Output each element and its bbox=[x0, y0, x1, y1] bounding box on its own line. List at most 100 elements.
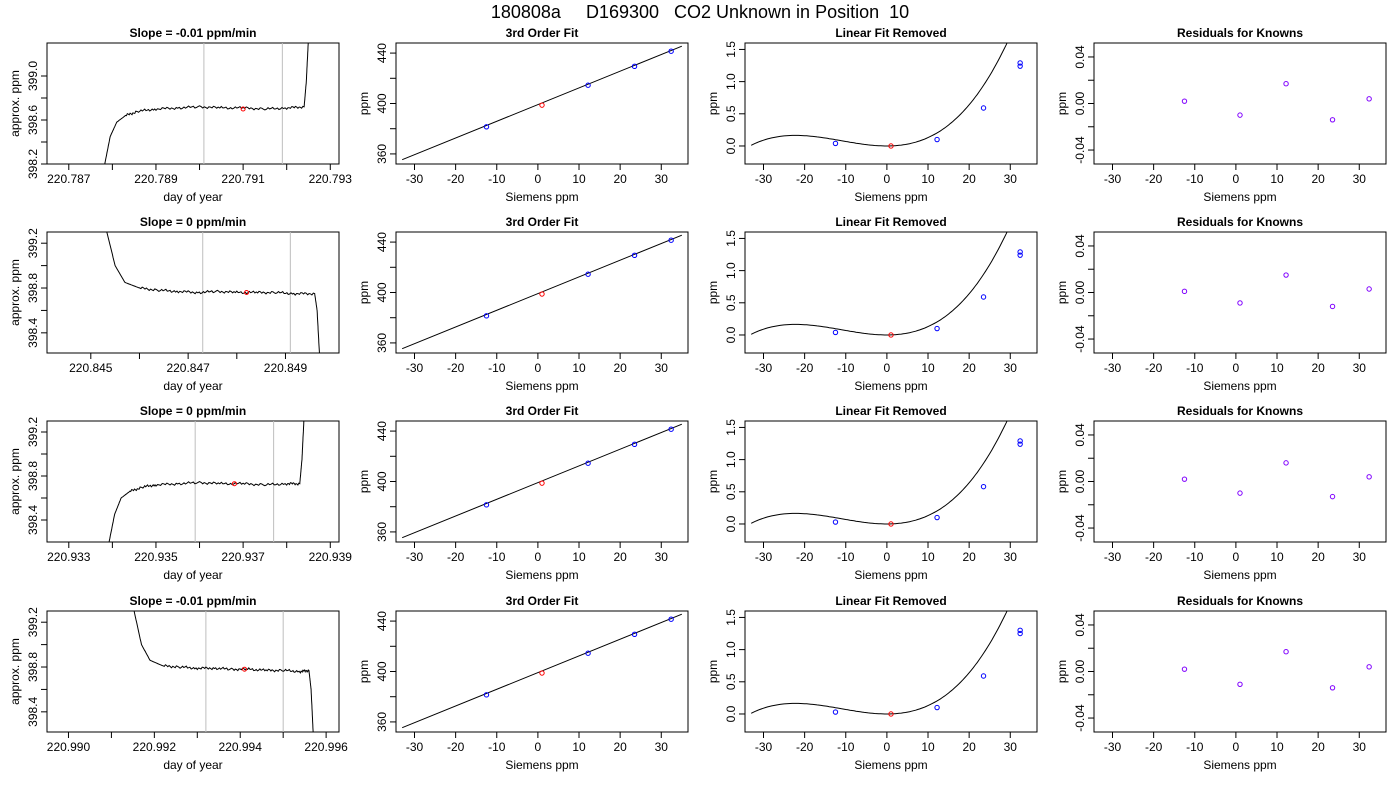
y-tick-label: 1.5 bbox=[724, 230, 738, 247]
panel-timeseries-row-2: Slope = 0 ppm/min 220.845 220.847 220.849 39… bbox=[8, 215, 340, 393]
panel-title: Residuals for Knowns bbox=[1177, 404, 1303, 418]
x-tick-label: -30 bbox=[406, 172, 424, 186]
y-tick-label: 0.04 bbox=[1073, 45, 1087, 69]
figure-title: 180808a D169300 CO2 Unknown in Position … bbox=[490, 2, 910, 22]
y-tick-label: 1.5 bbox=[724, 609, 738, 626]
x-tick-label: -30 bbox=[1104, 172, 1122, 186]
y-tick-label: -0.04 bbox=[1073, 136, 1087, 164]
panel-linear_removed-row-1: Linear Fit Removed -30 -20 -10 0 10 20 30 0.0 0.5… bbox=[706, 26, 1038, 204]
y-tick-label: 0.0 bbox=[724, 705, 738, 722]
plot-area bbox=[750, 232, 1023, 338]
panel-linear_removed-row-4: Linear Fit Removed -30 -20 -10 0 10 20 30 0.0 0.5… bbox=[706, 594, 1038, 772]
known-point bbox=[832, 140, 839, 147]
residual-point bbox=[1181, 666, 1188, 672]
x-tick-label: 0 bbox=[884, 740, 891, 754]
y-tick-label: 0.04 bbox=[1073, 423, 1087, 447]
panel-title: Slope = -0.01 ppm/min bbox=[129, 594, 256, 608]
known-point bbox=[1017, 252, 1023, 258]
x-tick-label: 220.992 bbox=[133, 740, 177, 754]
y-tick-label: 0.5 bbox=[724, 673, 738, 690]
x-axis-label: Siemens ppm bbox=[505, 758, 578, 772]
x-tick-label: -30 bbox=[755, 740, 773, 754]
x-tick-label: 30 bbox=[655, 172, 669, 186]
y-tick-label: 0.0 bbox=[724, 515, 738, 532]
x-tick-label: 20 bbox=[613, 172, 627, 186]
x-tick-label: -10 bbox=[488, 740, 506, 754]
x-tick-label: 0 bbox=[884, 361, 891, 375]
y-axis-label: ppm bbox=[357, 470, 371, 493]
plot-frame bbox=[1093, 610, 1387, 733]
y-axis-label: ppm bbox=[357, 92, 371, 115]
known-point bbox=[585, 650, 591, 656]
y-axis-label: ppm bbox=[1055, 470, 1069, 493]
panel-fit-row-1: 3rd Order Fit -30 -20 -10 0 10 20 30 360 400 440 Si… bbox=[357, 26, 689, 204]
panel-title: 3rd Order Fit bbox=[506, 404, 579, 418]
x-tick-label: 20 bbox=[613, 550, 627, 564]
x-tick-label: 30 bbox=[1004, 740, 1018, 754]
y-tick-label: 0.00 bbox=[1073, 659, 1087, 683]
x-axis-label: Siemens ppm bbox=[505, 568, 578, 582]
y-tick-label: 0.00 bbox=[1073, 469, 1087, 493]
sample-marker bbox=[240, 106, 246, 112]
residual-point bbox=[1366, 96, 1372, 102]
y-tick-label: 399.2 bbox=[26, 607, 40, 637]
x-tick-label: -10 bbox=[488, 361, 506, 375]
known-point bbox=[934, 514, 940, 521]
residual-point bbox=[1283, 81, 1289, 87]
x-tick-label: 0 bbox=[884, 172, 891, 186]
x-axis-label: Siemens ppm bbox=[1203, 568, 1276, 582]
x-tick-label: 220.939 bbox=[309, 550, 353, 564]
x-tick-label: 30 bbox=[1353, 361, 1367, 375]
y-axis-label: ppm bbox=[706, 470, 720, 493]
x-tick-label: 0 bbox=[535, 550, 542, 564]
plot-area bbox=[750, 421, 1023, 527]
plot-frame bbox=[744, 610, 1038, 733]
x-tick-label: 220.847 bbox=[166, 361, 210, 375]
y-tick-label: 398.4 bbox=[26, 696, 40, 726]
known-point bbox=[483, 313, 490, 319]
known-point bbox=[1017, 60, 1023, 66]
y-tick-label: 398.4 bbox=[26, 317, 40, 347]
y-tick-label: 440 bbox=[375, 611, 389, 631]
x-tick-label: 20 bbox=[962, 361, 976, 375]
y-axis-label: ppm bbox=[1055, 281, 1069, 304]
residual-point bbox=[1181, 476, 1188, 482]
plot-area bbox=[133, 611, 314, 732]
x-tick-label: 30 bbox=[1004, 550, 1018, 564]
known-point bbox=[980, 294, 987, 300]
x-axis-label: Siemens ppm bbox=[854, 190, 927, 204]
known-point bbox=[1017, 249, 1023, 255]
plot-frame bbox=[1093, 420, 1387, 543]
plot-area bbox=[750, 611, 1023, 717]
x-tick-label: -10 bbox=[1186, 740, 1204, 754]
x-tick-label: 20 bbox=[1311, 172, 1325, 186]
x-tick-label: 220.849 bbox=[264, 361, 308, 375]
y-tick-label: 398.8 bbox=[26, 652, 40, 682]
residual-point bbox=[1237, 300, 1243, 306]
x-tick-label: -10 bbox=[1186, 550, 1204, 564]
cubic-curve bbox=[750, 43, 1008, 147]
data-line bbox=[104, 43, 309, 164]
known-point bbox=[934, 704, 940, 711]
x-axis-label: Siemens ppm bbox=[854, 758, 927, 772]
x-tick-label: 0 bbox=[1233, 550, 1240, 564]
x-tick-label: 20 bbox=[962, 550, 976, 564]
x-axis-label: day of year bbox=[163, 379, 222, 393]
x-axis-label: Siemens ppm bbox=[854, 568, 927, 582]
x-tick-label: 220.994 bbox=[219, 740, 263, 754]
plot-frame bbox=[46, 231, 340, 354]
known-point bbox=[980, 483, 987, 490]
y-tick-label: 360 bbox=[375, 333, 389, 353]
y-tick-label: -0.04 bbox=[1073, 704, 1087, 732]
panel-fit-row-3: 3rd Order Fit -30 -20 -10 0 10 20 30 360 400 440 Si… bbox=[357, 404, 689, 582]
known-point bbox=[1017, 630, 1023, 637]
panel-title: Linear Fit Removed bbox=[835, 404, 946, 418]
x-tick-label: 220.996 bbox=[304, 740, 348, 754]
x-tick-label: -20 bbox=[447, 361, 465, 375]
y-tick-label: 360 bbox=[375, 144, 389, 164]
x-tick-label: 0 bbox=[884, 550, 891, 564]
cubic-curve bbox=[750, 421, 1008, 525]
plot-area bbox=[1181, 81, 1372, 123]
x-tick-label: 10 bbox=[921, 172, 935, 186]
